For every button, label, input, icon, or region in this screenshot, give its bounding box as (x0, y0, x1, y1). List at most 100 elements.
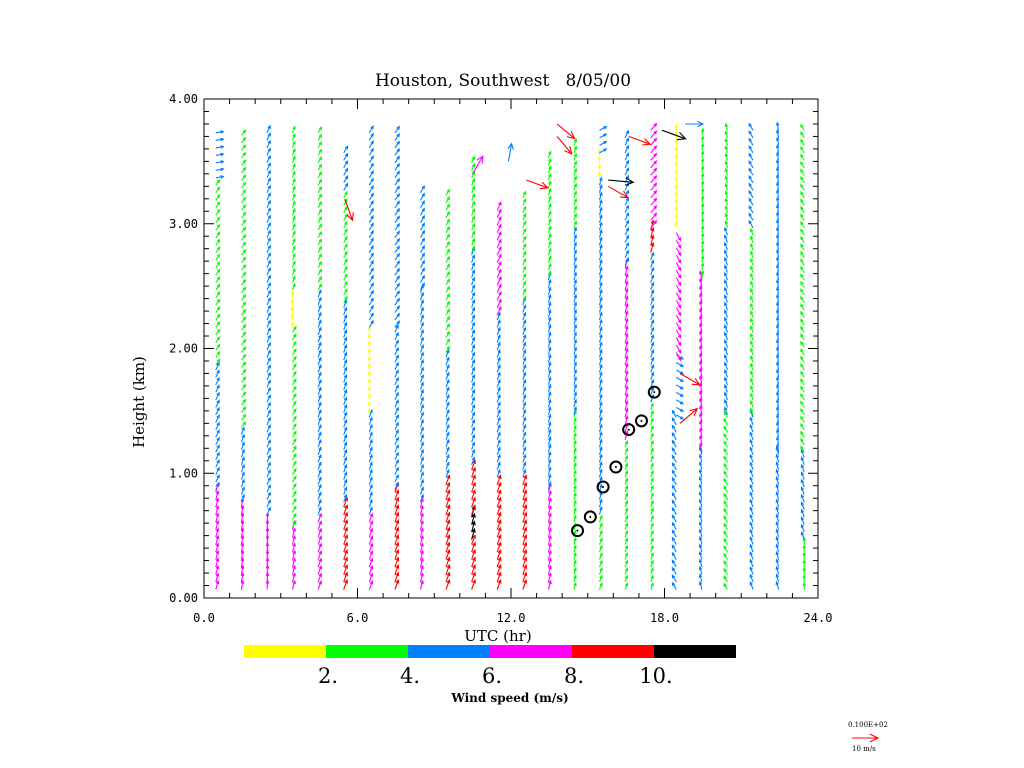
vector-shaft (801, 532, 805, 540)
wind-vector (240, 398, 247, 406)
vector-head (700, 180, 705, 185)
wind-vector (343, 258, 348, 266)
wind-vector (368, 229, 374, 238)
wind-vector (471, 433, 476, 443)
vector-head (599, 356, 603, 361)
vector-head (624, 385, 629, 390)
vector-head (698, 359, 703, 365)
wind-vector (775, 218, 780, 228)
vector-shaft (343, 520, 348, 530)
vector-head (800, 243, 804, 248)
wind-vector (343, 534, 349, 545)
vector-shaft (699, 469, 703, 478)
wind-vector (240, 136, 247, 144)
vector-shaft (471, 460, 476, 470)
vector-shaft (650, 305, 654, 313)
vector-head (267, 386, 271, 391)
vector-head (523, 481, 528, 487)
wind-vector (749, 392, 754, 401)
vector-head (522, 265, 527, 270)
vector-shaft (749, 559, 754, 568)
wind-vector (266, 139, 271, 149)
vector-head (318, 253, 323, 258)
vector-head (775, 535, 780, 541)
vector-head (573, 581, 577, 587)
marker-dot (653, 391, 656, 394)
wind-vector (724, 205, 729, 213)
vector-head (471, 261, 476, 266)
wind-vector (240, 421, 247, 428)
vector-head (522, 198, 527, 203)
wind-vector (368, 520, 374, 530)
wind-vector (292, 520, 297, 528)
wind-vector (419, 299, 424, 308)
vector-shaft (419, 330, 424, 338)
vector-head (749, 446, 753, 451)
wind-vector (419, 336, 424, 346)
vector-head (775, 301, 780, 306)
vector-head (216, 466, 220, 471)
vector-shaft (496, 357, 501, 366)
wind-vector (522, 311, 527, 321)
reference-arrow (852, 733, 880, 743)
circle-marker (647, 385, 661, 399)
wind-vector (723, 264, 729, 273)
vector-head (497, 564, 502, 569)
vector-shaft (317, 387, 322, 396)
vector-head (498, 201, 502, 206)
vector-head (599, 296, 603, 301)
wind-vector (598, 318, 603, 328)
vector-head (318, 527, 323, 532)
wind-vector (724, 122, 729, 131)
wind-vector (368, 506, 373, 515)
vector-head (267, 469, 271, 474)
wind-vector (598, 191, 603, 201)
vector-head (446, 468, 450, 474)
vector-shaft (699, 331, 703, 341)
wind-vector (368, 259, 374, 268)
wind-vector (800, 205, 805, 214)
wind-vector (394, 245, 401, 254)
vector-head (698, 453, 703, 458)
vector-head (547, 331, 552, 336)
wind-vector (650, 469, 654, 478)
vector-head (498, 216, 502, 221)
wind-vector (522, 304, 527, 313)
wind-vector (800, 340, 805, 348)
vector-head (723, 271, 728, 276)
wind-vector (367, 408, 372, 415)
vector-head (724, 175, 729, 180)
vector-shaft (317, 507, 322, 515)
wind-vector (775, 550, 780, 560)
vector-shaft (419, 464, 424, 473)
wind-vector (650, 296, 655, 306)
wind-vector (775, 468, 780, 478)
vector-shaft (724, 287, 729, 296)
vector-shaft (394, 550, 399, 560)
wind-vector (598, 333, 603, 343)
vector-head (624, 522, 629, 527)
wind-vector (215, 145, 225, 149)
wind-vector (676, 391, 685, 397)
vector-shaft (624, 318, 628, 328)
wind-vector (573, 220, 578, 228)
vector-head (748, 122, 752, 127)
wind-vector (240, 519, 245, 530)
vector-head (344, 564, 349, 569)
wind-vector (496, 579, 502, 590)
vector-head (369, 483, 373, 488)
wind-vector (547, 278, 552, 288)
wind-vector (265, 542, 270, 553)
wind-vector (419, 579, 424, 590)
wind-vector (445, 453, 450, 463)
vector-shaft (522, 327, 526, 336)
vector-shaft (749, 567, 754, 575)
vector-head (497, 541, 502, 547)
wind-vector (556, 123, 576, 140)
vector-shaft (699, 286, 703, 296)
wind-vector (394, 534, 400, 545)
vector-shaft (317, 417, 322, 426)
vector-head (800, 478, 805, 483)
vector-shaft (522, 447, 526, 455)
wind-vector (650, 454, 654, 463)
